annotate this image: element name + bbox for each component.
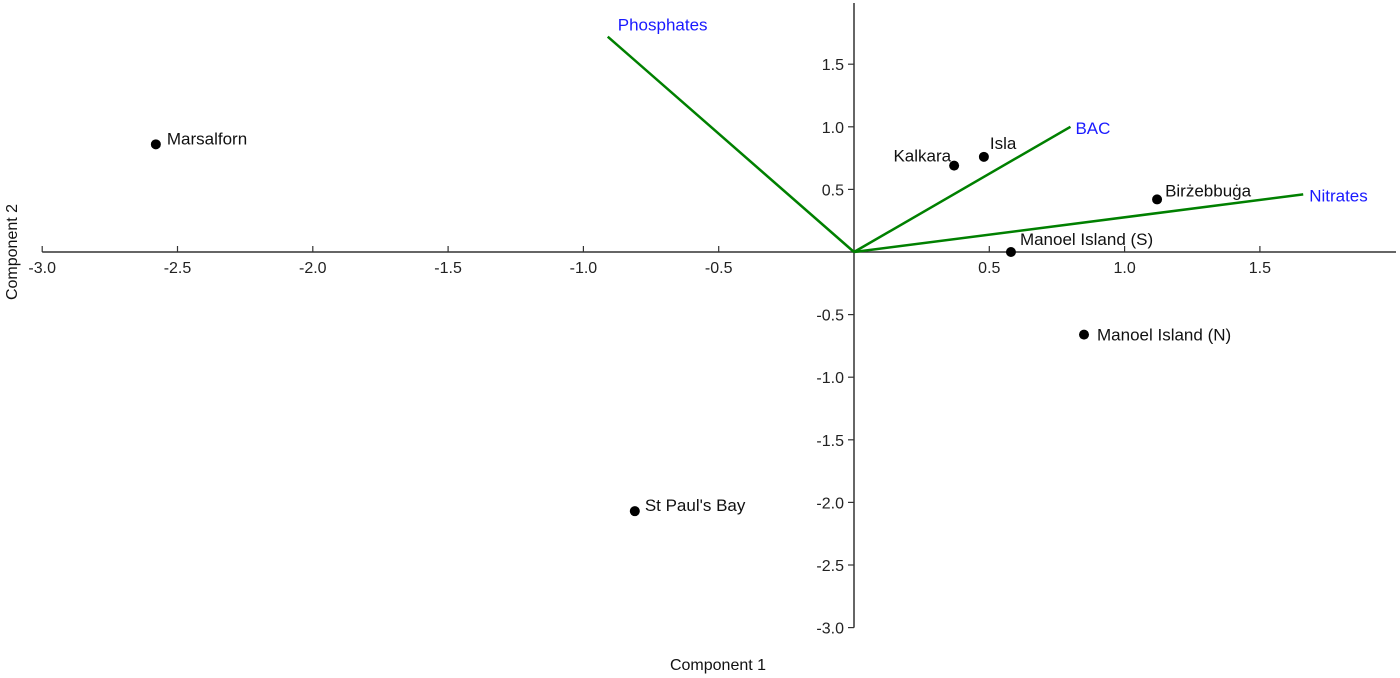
y-tick-label: -0.5 [816, 308, 844, 325]
data-point [978, 151, 989, 162]
data-point [949, 160, 960, 171]
x-tick-label: -0.5 [705, 260, 733, 277]
vector-label: Phosphates [618, 16, 708, 35]
vector-line [853, 193, 1304, 254]
loading-vectors: Phosphates BAC Nitrates [606, 16, 1368, 254]
vector-line [853, 125, 1072, 254]
y-tick-label: 1.0 [822, 120, 844, 137]
data-point [1005, 247, 1016, 257]
y-tick-label: -3.0 [816, 621, 844, 638]
vector-label: BAC [1075, 119, 1110, 138]
y-tick-label: -1.5 [816, 433, 844, 450]
x-axis-title: Component 1 [670, 657, 766, 674]
y-tick-label: -2.0 [816, 495, 844, 512]
data-point-label: St Paul's Bay [645, 496, 746, 515]
data-point [150, 139, 161, 150]
x-tick-label: 1.5 [1249, 260, 1271, 277]
y-tick-label: 1.5 [822, 57, 844, 74]
data-point [1152, 194, 1163, 205]
vector-label: Nitrates [1309, 186, 1368, 205]
data-point [1079, 329, 1090, 340]
data-point [629, 506, 640, 517]
data-point-label: Manoel Island (S) [1020, 230, 1153, 249]
data-point-label: Marsalforn [167, 129, 247, 148]
data-point-label: Isla [990, 134, 1017, 153]
data-point-label: Manoel Island (N) [1097, 326, 1231, 345]
x-tick-label: -1.5 [434, 260, 462, 277]
x-tick-label: 1.0 [1113, 260, 1135, 277]
y-tick-label: -2.5 [816, 558, 844, 575]
data-points: Marsalforn Kalkara Isla Birżebbuġa Manoel Is… [150, 129, 1252, 517]
x-tick-label: 0.5 [978, 260, 1000, 277]
axes: -3.0 -2.5 -2.0 -1.5 -1.0 -0.5 0.5 1.0 1.5 1.5 1.0 0… [28, 3, 1396, 638]
x-tick-label: -2.5 [164, 260, 192, 277]
y-tick-label: -1.0 [816, 370, 844, 387]
vector-line [606, 35, 855, 253]
y-axis-title: Component 2 [4, 204, 21, 300]
y-tick-label: 0.5 [822, 182, 844, 199]
x-tick-label: -1.0 [570, 260, 598, 277]
x-tick-label: -2.0 [299, 260, 327, 277]
x-tick-label: -3.0 [28, 260, 56, 277]
data-point-label: Birżebbuġa [1165, 181, 1252, 200]
data-point-label: Kalkara [893, 147, 951, 166]
